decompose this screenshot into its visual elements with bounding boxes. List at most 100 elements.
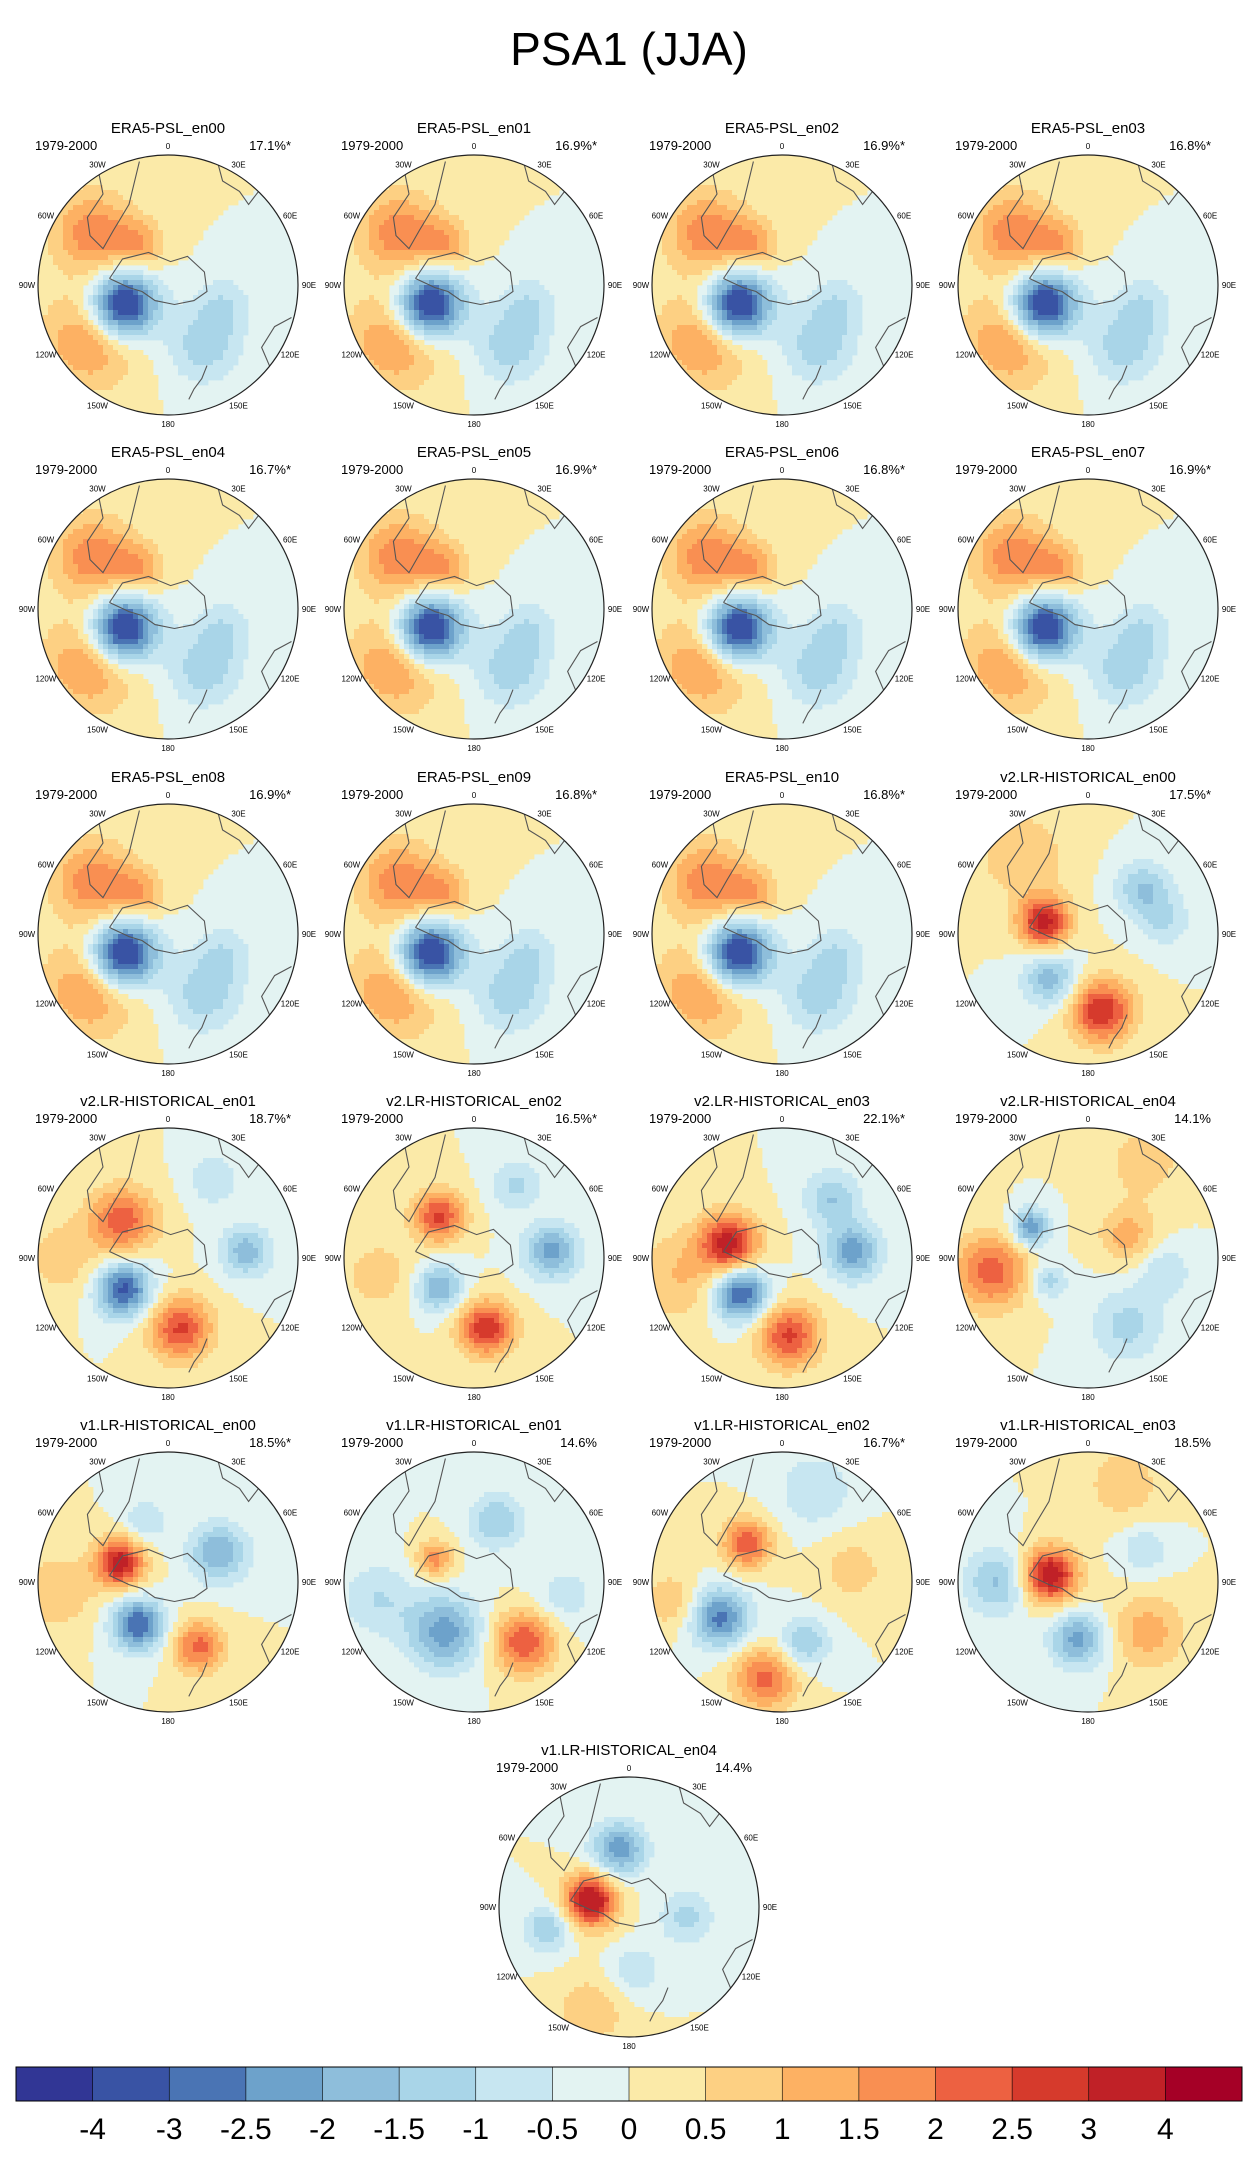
coastline [86,485,296,724]
lon-label: 90W [325,605,342,614]
map-border [957,154,1219,416]
lon-label: 120W [341,1648,362,1657]
lon-label: 90W [19,930,36,939]
lon-label: 150E [1149,1374,1168,1383]
lon-label: 150E [843,725,862,734]
lon-label: 150E [1149,1698,1168,1707]
map-border [651,154,913,416]
panel-period: 1979-2000 [35,462,97,477]
colorbar-swatch [169,2067,247,2101]
lon-label: 90E [302,1578,316,1587]
lon-label: 30W [395,1134,412,1143]
lon-label: 120E [281,675,300,684]
lon-label: 90E [916,1578,930,1587]
colorbar-tick-label: 0 [621,2113,638,2146]
map-border [37,478,299,740]
panel-period: 1979-2000 [649,1111,711,1126]
lon-label: 150W [393,1698,414,1707]
map-border [343,1451,605,1713]
map-border [651,803,913,1065]
lon-label: 30W [1009,485,1026,494]
lon-label: 60E [1203,1509,1217,1518]
panel-variance: 16.7%* [249,462,291,477]
panel-variance: 16.7%* [863,1435,905,1450]
lon-label: 180 [1081,420,1095,429]
lon-label: 150E [690,2023,709,2032]
lon-label: 90W [325,1578,342,1587]
lon-label: 30W [550,1783,567,1792]
lon-label: 0 [780,466,785,475]
lon-label: 90W [480,1903,497,1912]
lon-label: 0 [166,791,171,800]
lon-label: 30E [1151,161,1165,170]
lon-label: 120E [587,1324,606,1333]
colorbar-swatch [552,2067,630,2101]
panel-variance: 22.1%* [863,1111,905,1126]
lon-label: 150W [393,401,414,410]
lon-label: 120W [955,351,976,360]
lon-label: 150E [229,725,248,734]
lon-label: 30E [231,810,245,819]
lon-label: 180 [161,744,175,753]
lon-label: 120W [341,1000,362,1009]
lon-label: 0 [166,466,171,475]
lon-label: 90W [19,281,36,290]
map-panel: 0 30E 60E 90E 120E 150E 180 150W 120W 90W 60W 30W v1… [633,1417,930,1726]
map-panel: 0 30E 60E 90E 120E 150E 180 150W 120W 90W 60W 30W ER… [19,120,316,429]
lon-label: 0 [472,791,477,800]
lon-label: 150E [1149,725,1168,734]
lon-label: 90W [633,930,650,939]
psl-field [38,1452,298,1712]
lon-label: 90W [325,1254,342,1263]
psl-field [958,479,1218,739]
lon-label: 0 [780,142,785,151]
lon-label: 30E [231,161,245,170]
lon-label: 0 [1086,791,1091,800]
lon-label: 120W [341,351,362,360]
psl-field [958,804,1218,1064]
lon-label: 30E [231,1458,245,1467]
lon-label: 0 [627,1764,632,1773]
colorbar-swatch [322,2067,400,2101]
lon-label: 60E [283,1509,297,1518]
colorbar-swatch [16,2067,93,2101]
lon-label: 30W [703,1134,720,1143]
lon-label: 90E [608,930,622,939]
panel-variance: 14.4% [715,1760,752,1775]
panel-period: 1979-2000 [35,787,97,802]
lon-label: 0 [166,142,171,151]
panel-title: v1.LR-HISTORICAL_en00 [80,1417,256,1434]
colorbar-swatch [92,2067,170,2101]
lon-label: 30E [1151,485,1165,494]
lon-label: 150E [843,1050,862,1059]
lon-label: 150E [535,725,554,734]
lon-label: 90E [1222,1254,1236,1263]
panel-period: 1979-2000 [341,462,403,477]
map-panel: 0 30E 60E 90E 120E 150E 180 150W 120W 90W 60W 30W ER… [633,444,930,753]
lon-label: 30W [703,810,720,819]
lon-label: 150W [701,725,722,734]
panel-period: 1979-2000 [955,1435,1017,1450]
panel-period: 1979-2000 [649,138,711,153]
panel-variance: 18.5%* [249,1435,291,1450]
psl-field [344,804,604,1064]
lon-label: 150W [87,401,108,410]
lon-label: 30E [537,161,551,170]
colorbar-swatch [245,2067,323,2101]
panel-title: v1.LR-HISTORICAL_en01 [386,1417,562,1434]
panel-period: 1979-2000 [35,138,97,153]
lon-label: 60W [344,536,361,545]
lon-label: 0 [472,142,477,151]
map-panel: 0 30E 60E 90E 120E 150E 180 150W 120W 90W 60W 30W v1… [939,1417,1236,1726]
panel-title: ERA5-PSL_en01 [417,120,531,137]
lon-label: 60E [744,1834,758,1843]
psl-field [38,1128,298,1388]
lon-label: 180 [467,744,481,753]
lon-label: 0 [1086,466,1091,475]
lon-label: 60E [1203,212,1217,221]
lon-label: 180 [161,1069,175,1078]
panel-title: v1.LR-HISTORICAL_en03 [1000,1417,1176,1434]
lon-label: 150W [393,725,414,734]
lon-label: 30E [537,485,551,494]
lon-label: 150E [843,401,862,410]
